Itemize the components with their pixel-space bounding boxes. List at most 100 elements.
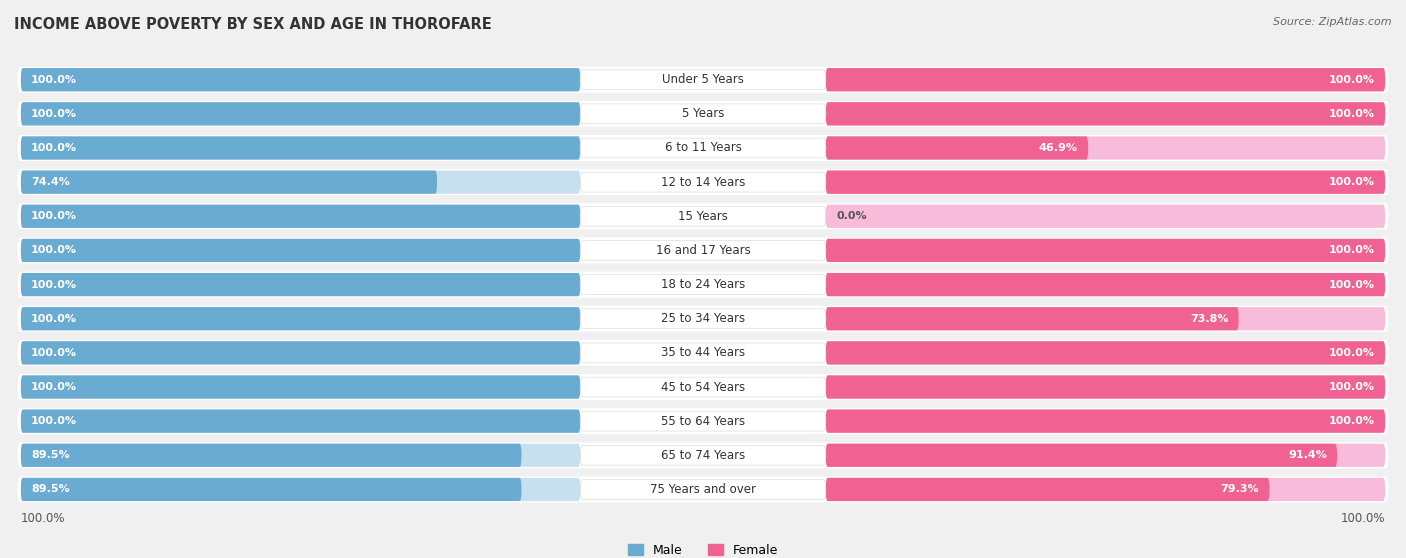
FancyBboxPatch shape bbox=[21, 68, 581, 92]
Text: 65 to 74 Years: 65 to 74 Years bbox=[661, 449, 745, 462]
FancyBboxPatch shape bbox=[825, 171, 1385, 194]
FancyBboxPatch shape bbox=[17, 272, 1389, 297]
Text: 91.4%: 91.4% bbox=[1288, 450, 1327, 460]
FancyBboxPatch shape bbox=[17, 169, 1389, 195]
Text: 100.0%: 100.0% bbox=[31, 211, 77, 222]
FancyBboxPatch shape bbox=[825, 478, 1385, 501]
FancyBboxPatch shape bbox=[21, 307, 581, 330]
FancyBboxPatch shape bbox=[17, 135, 1389, 161]
FancyBboxPatch shape bbox=[21, 102, 581, 126]
FancyBboxPatch shape bbox=[825, 410, 1385, 433]
FancyBboxPatch shape bbox=[21, 478, 581, 501]
FancyBboxPatch shape bbox=[21, 273, 581, 296]
FancyBboxPatch shape bbox=[21, 444, 581, 467]
Text: 73.8%: 73.8% bbox=[1189, 314, 1229, 324]
FancyBboxPatch shape bbox=[21, 376, 581, 398]
Text: 100.0%: 100.0% bbox=[31, 382, 77, 392]
Text: 100.0%: 100.0% bbox=[1329, 109, 1375, 119]
Text: 25 to 34 Years: 25 to 34 Years bbox=[661, 312, 745, 325]
FancyBboxPatch shape bbox=[825, 205, 1385, 228]
FancyBboxPatch shape bbox=[825, 171, 1385, 194]
FancyBboxPatch shape bbox=[21, 341, 581, 364]
Text: 12 to 14 Years: 12 to 14 Years bbox=[661, 176, 745, 189]
Text: 16 and 17 Years: 16 and 17 Years bbox=[655, 244, 751, 257]
Text: 15 Years: 15 Years bbox=[678, 210, 728, 223]
FancyBboxPatch shape bbox=[825, 102, 1385, 126]
Text: 100.0%: 100.0% bbox=[31, 246, 77, 256]
FancyBboxPatch shape bbox=[825, 478, 1270, 501]
FancyBboxPatch shape bbox=[21, 410, 581, 433]
FancyBboxPatch shape bbox=[825, 136, 1385, 160]
FancyBboxPatch shape bbox=[825, 102, 1385, 126]
Text: 100.0%: 100.0% bbox=[1329, 280, 1375, 290]
Text: 100.0%: 100.0% bbox=[1329, 348, 1375, 358]
Text: 100.0%: 100.0% bbox=[31, 280, 77, 290]
Text: 100.0%: 100.0% bbox=[1329, 246, 1375, 256]
FancyBboxPatch shape bbox=[825, 273, 1385, 296]
Text: 45 to 54 Years: 45 to 54 Years bbox=[661, 381, 745, 393]
FancyBboxPatch shape bbox=[21, 273, 581, 296]
Text: Source: ZipAtlas.com: Source: ZipAtlas.com bbox=[1274, 17, 1392, 27]
FancyBboxPatch shape bbox=[581, 138, 825, 158]
FancyBboxPatch shape bbox=[21, 102, 581, 126]
FancyBboxPatch shape bbox=[21, 205, 581, 228]
FancyBboxPatch shape bbox=[17, 477, 1389, 502]
FancyBboxPatch shape bbox=[825, 136, 1088, 160]
Text: 100.0%: 100.0% bbox=[1329, 382, 1375, 392]
FancyBboxPatch shape bbox=[17, 408, 1389, 434]
FancyBboxPatch shape bbox=[581, 411, 825, 431]
FancyBboxPatch shape bbox=[825, 341, 1385, 364]
FancyBboxPatch shape bbox=[581, 445, 825, 465]
Text: 100.0%: 100.0% bbox=[21, 512, 66, 525]
FancyBboxPatch shape bbox=[21, 171, 581, 194]
Text: 89.5%: 89.5% bbox=[31, 450, 70, 460]
Text: 79.3%: 79.3% bbox=[1220, 484, 1260, 494]
Text: 89.5%: 89.5% bbox=[31, 484, 70, 494]
FancyBboxPatch shape bbox=[21, 376, 581, 398]
FancyBboxPatch shape bbox=[825, 376, 1385, 398]
FancyBboxPatch shape bbox=[581, 240, 825, 261]
Text: 35 to 44 Years: 35 to 44 Years bbox=[661, 347, 745, 359]
Text: 55 to 64 Years: 55 to 64 Years bbox=[661, 415, 745, 427]
FancyBboxPatch shape bbox=[17, 203, 1389, 229]
Legend: Male, Female: Male, Female bbox=[623, 539, 783, 558]
FancyBboxPatch shape bbox=[581, 172, 825, 192]
Text: 100.0%: 100.0% bbox=[1329, 177, 1375, 187]
FancyBboxPatch shape bbox=[825, 410, 1385, 433]
Text: 100.0%: 100.0% bbox=[31, 109, 77, 119]
Text: 100.0%: 100.0% bbox=[31, 314, 77, 324]
FancyBboxPatch shape bbox=[825, 307, 1385, 330]
FancyBboxPatch shape bbox=[17, 67, 1389, 93]
FancyBboxPatch shape bbox=[581, 309, 825, 329]
FancyBboxPatch shape bbox=[825, 341, 1385, 364]
FancyBboxPatch shape bbox=[825, 68, 1385, 92]
FancyBboxPatch shape bbox=[21, 205, 581, 228]
Text: 5 Years: 5 Years bbox=[682, 107, 724, 121]
Text: Under 5 Years: Under 5 Years bbox=[662, 73, 744, 86]
FancyBboxPatch shape bbox=[21, 410, 581, 433]
Text: 18 to 24 Years: 18 to 24 Years bbox=[661, 278, 745, 291]
FancyBboxPatch shape bbox=[17, 101, 1389, 127]
Text: 100.0%: 100.0% bbox=[31, 416, 77, 426]
FancyBboxPatch shape bbox=[581, 70, 825, 90]
FancyBboxPatch shape bbox=[21, 307, 581, 330]
FancyBboxPatch shape bbox=[581, 377, 825, 397]
Text: 6 to 11 Years: 6 to 11 Years bbox=[665, 142, 741, 155]
FancyBboxPatch shape bbox=[581, 343, 825, 363]
FancyBboxPatch shape bbox=[21, 171, 437, 194]
Text: 100.0%: 100.0% bbox=[1329, 416, 1375, 426]
FancyBboxPatch shape bbox=[581, 104, 825, 124]
FancyBboxPatch shape bbox=[21, 239, 581, 262]
FancyBboxPatch shape bbox=[17, 442, 1389, 468]
FancyBboxPatch shape bbox=[825, 307, 1239, 330]
Text: 100.0%: 100.0% bbox=[31, 75, 77, 85]
FancyBboxPatch shape bbox=[581, 206, 825, 226]
FancyBboxPatch shape bbox=[581, 479, 825, 499]
FancyBboxPatch shape bbox=[825, 273, 1385, 296]
Text: 46.9%: 46.9% bbox=[1039, 143, 1078, 153]
FancyBboxPatch shape bbox=[21, 239, 581, 262]
Text: 100.0%: 100.0% bbox=[1329, 75, 1375, 85]
FancyBboxPatch shape bbox=[21, 136, 581, 160]
FancyBboxPatch shape bbox=[825, 444, 1337, 467]
FancyBboxPatch shape bbox=[825, 68, 1385, 92]
